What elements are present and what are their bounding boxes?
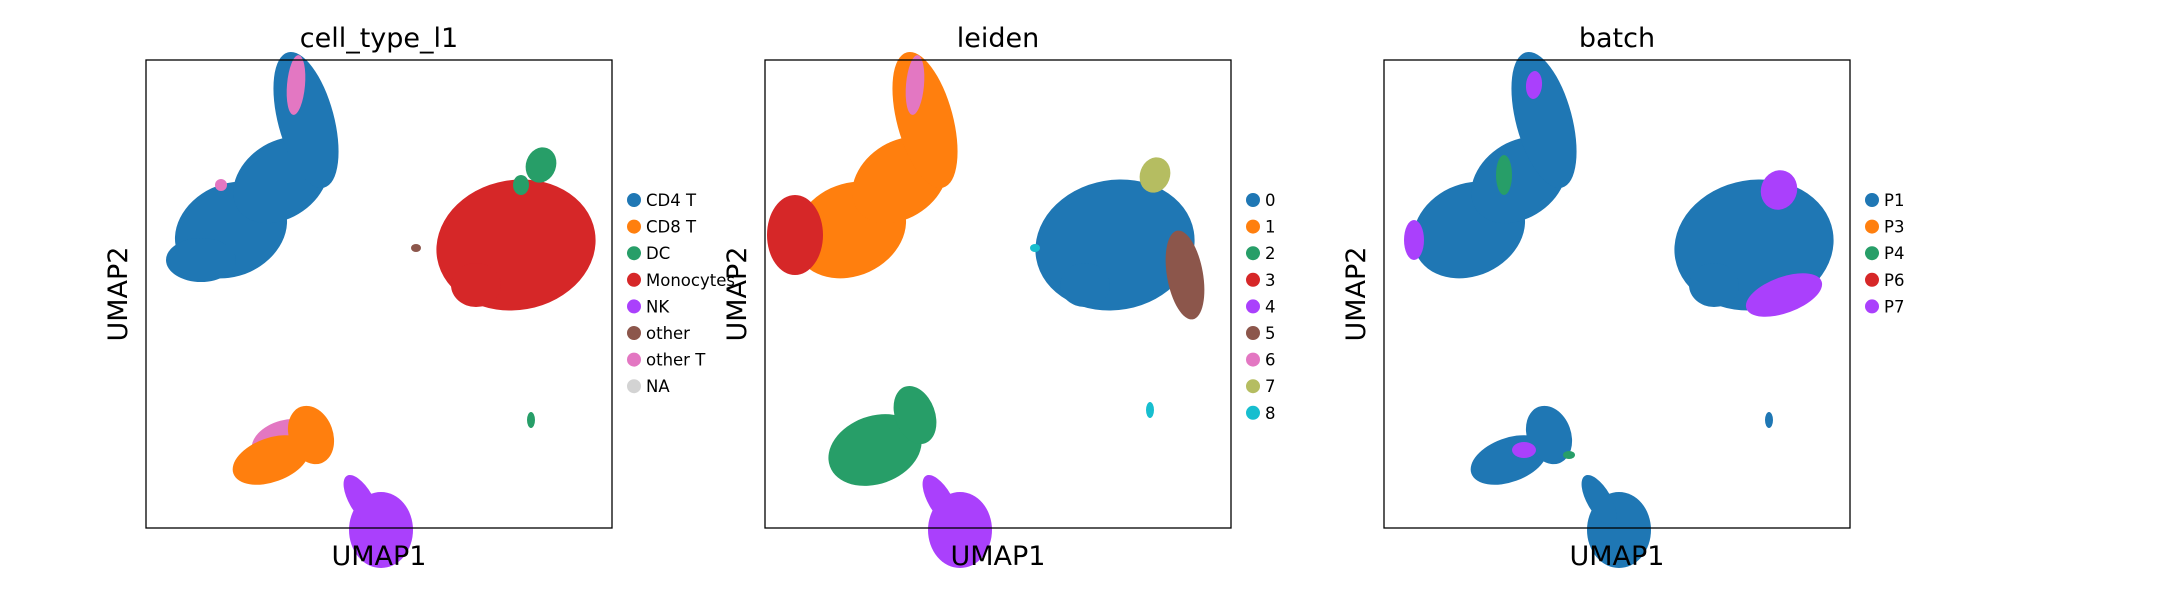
point-cluster-other xyxy=(411,244,421,252)
point-cluster-2 xyxy=(893,385,937,445)
legend-marker xyxy=(1246,299,1260,314)
y-axis-label: UMAP2 xyxy=(1341,247,1372,342)
legend-label: P1 xyxy=(1884,191,1904,210)
panel-cell-type-l1: cell_type_l1 UMAP1 UMAP2 CD4 T CD8 T DC Mon… xyxy=(103,23,735,572)
legend-label: NA xyxy=(646,377,670,396)
legend-marker xyxy=(1246,246,1260,261)
y-axis-label: UMAP2 xyxy=(103,247,134,342)
legend-marker xyxy=(1865,272,1879,287)
point-cluster-p4 xyxy=(1563,451,1575,459)
legend-marker xyxy=(1246,405,1260,420)
point-cluster-p1 xyxy=(1525,405,1573,465)
point-cluster-p7 xyxy=(1745,273,1823,317)
x-axis-label: UMAP1 xyxy=(332,541,427,572)
point-cluster-0 xyxy=(1060,263,1110,307)
point-cluster-p1 xyxy=(1765,412,1773,428)
legend-marker xyxy=(1246,272,1260,287)
point-cluster-dc xyxy=(527,412,535,428)
legend-label: other xyxy=(646,324,690,343)
legend-marker xyxy=(627,299,641,314)
legend: CD4 T CD8 T DC Monocytes NK other other T NA xyxy=(627,191,735,396)
legend-marker xyxy=(627,272,641,287)
legend-marker xyxy=(1865,246,1879,261)
legend-label: NK xyxy=(646,297,670,316)
x-axis-label: UMAP1 xyxy=(951,541,1046,572)
point-cluster-p7 xyxy=(1512,442,1536,458)
point-cluster-other-t xyxy=(215,179,227,191)
legend-label: 7 xyxy=(1265,377,1276,396)
legend-marker xyxy=(627,193,641,207)
legend-label: 4 xyxy=(1265,297,1276,316)
point-cluster-nk xyxy=(343,475,379,525)
legend-label: 3 xyxy=(1265,271,1276,290)
point-cluster-4 xyxy=(922,475,958,525)
point-cluster-p7 xyxy=(1760,170,1798,210)
panel-title: cell_type_l1 xyxy=(300,23,458,54)
legend-marker xyxy=(627,379,641,394)
legend-label: 2 xyxy=(1265,244,1276,263)
point-cluster-7 xyxy=(1139,157,1171,193)
legend-marker xyxy=(1865,219,1879,234)
legend-label: 5 xyxy=(1265,324,1276,343)
panel-title: leiden xyxy=(957,23,1039,54)
point-cluster-2 xyxy=(828,414,922,486)
point-cluster-cd4-t xyxy=(166,238,236,282)
point-cluster-5 xyxy=(1165,230,1205,320)
panel-title: batch xyxy=(1579,23,1655,54)
plot-frame xyxy=(1383,59,1851,529)
legend-marker xyxy=(1246,193,1260,207)
legend-marker xyxy=(1246,379,1260,394)
point-cluster-cd8-t xyxy=(287,405,335,465)
legend-marker xyxy=(1246,326,1260,340)
point-cluster-p4 xyxy=(1496,155,1512,195)
legend-label: 0 xyxy=(1265,191,1276,210)
legend-label: P6 xyxy=(1884,271,1904,290)
x-axis-label: UMAP1 xyxy=(1570,541,1665,572)
legend: 0 1 2 3 4 5 6 7 8 xyxy=(1246,191,1276,423)
legend-marker xyxy=(627,219,641,234)
legend-marker xyxy=(1865,193,1879,207)
legend-label: P7 xyxy=(1884,297,1904,316)
point-cluster-p1 xyxy=(1581,475,1617,525)
plot-frame xyxy=(764,59,1232,529)
point-cluster-monocytes xyxy=(451,263,501,307)
scatter-points xyxy=(166,51,596,568)
legend-marker xyxy=(1865,299,1879,314)
legend-label: 8 xyxy=(1265,404,1276,423)
legend-label: 1 xyxy=(1265,218,1276,237)
panel-leiden: leiden UMAP1 UMAP2 0 1 2 3 4 5 6 7 8 xyxy=(722,23,1276,572)
legend-label: DC xyxy=(646,244,670,263)
scatter-points xyxy=(767,51,1205,568)
legend-marker xyxy=(1246,352,1260,367)
point-cluster-cd8-t xyxy=(232,435,310,485)
point-cluster-p7 xyxy=(1404,220,1424,260)
point-cluster-dc xyxy=(525,147,557,183)
point-cluster-p1 xyxy=(1689,263,1739,307)
legend-marker xyxy=(627,352,641,367)
legend-label: P4 xyxy=(1884,244,1904,263)
point-cluster-3 xyxy=(767,195,823,275)
point-cluster-8 xyxy=(1030,244,1040,252)
legend-label: Monocytes xyxy=(646,271,735,290)
point-cluster-dc xyxy=(513,175,529,195)
legend-label: CD8 T xyxy=(646,218,697,237)
legend: P1 P3 P4 P6 P7 xyxy=(1865,191,1904,316)
point-cluster-6 xyxy=(905,55,925,115)
scatter-points xyxy=(1404,51,1834,568)
plot-frame xyxy=(145,59,613,529)
point-cluster-other-t xyxy=(286,55,306,115)
y-axis-label: UMAP2 xyxy=(722,247,753,342)
legend-marker xyxy=(627,246,641,261)
legend-marker xyxy=(627,326,641,340)
panel-batch: batch UMAP1 UMAP2 P1 P3 P4 P6 P7 xyxy=(1341,23,1904,572)
legend-label: P3 xyxy=(1884,218,1904,237)
legend-label: CD4 T xyxy=(646,191,697,210)
point-cluster-p7 xyxy=(1525,71,1543,99)
legend-label: 6 xyxy=(1265,351,1276,370)
legend-label: other T xyxy=(646,351,706,370)
legend-marker xyxy=(1246,219,1260,234)
point-cluster-8 xyxy=(1146,402,1154,418)
